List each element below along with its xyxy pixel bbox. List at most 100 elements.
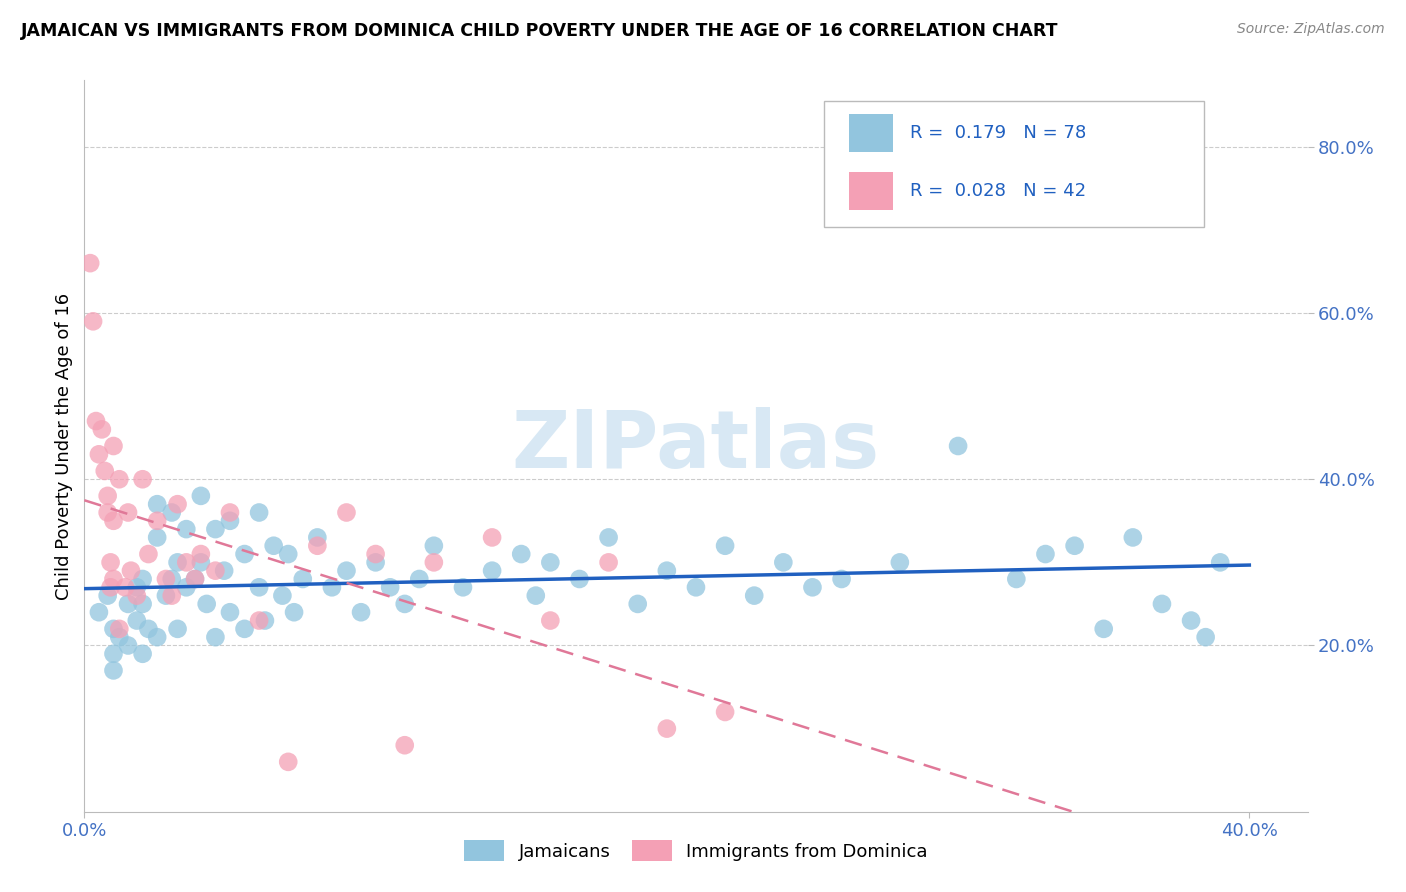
Point <box>321 580 343 594</box>
Point <box>100 580 122 594</box>
Point <box>423 555 446 569</box>
Point <box>190 489 212 503</box>
Point <box>190 547 212 561</box>
Point <box>253 614 276 628</box>
Text: R =  0.028   N = 42: R = 0.028 N = 42 <box>910 183 1087 201</box>
Point <box>125 589 148 603</box>
Point <box>82 314 104 328</box>
Point <box>510 547 533 561</box>
Point <box>108 622 131 636</box>
Point <box>174 555 197 569</box>
Point <box>889 555 911 569</box>
Point <box>271 589 294 603</box>
Point <box>146 630 169 644</box>
Point <box>742 589 765 603</box>
Text: ZIPatlas: ZIPatlas <box>512 407 880 485</box>
Point <box>801 580 824 594</box>
Point <box>146 514 169 528</box>
Point <box>204 522 226 536</box>
Point <box>174 522 197 536</box>
Point <box>1150 597 1173 611</box>
Point <box>247 614 270 628</box>
Point <box>103 622 125 636</box>
Point <box>423 539 446 553</box>
Point <box>350 605 373 619</box>
Point <box>598 530 620 544</box>
Point <box>184 572 207 586</box>
Point <box>93 464 115 478</box>
Point <box>946 439 969 453</box>
Point <box>714 705 737 719</box>
Point <box>1195 630 1218 644</box>
Point <box>1063 539 1085 553</box>
Legend: Jamaicans, Immigrants from Dominica: Jamaicans, Immigrants from Dominica <box>457 833 935 869</box>
Point <box>131 597 153 611</box>
FancyBboxPatch shape <box>849 172 893 211</box>
Point <box>247 506 270 520</box>
Point <box>155 572 177 586</box>
Point <box>84 414 107 428</box>
Text: JAMAICAN VS IMMIGRANTS FROM DOMINICA CHILD POVERTY UNDER THE AGE OF 16 CORRELATI: JAMAICAN VS IMMIGRANTS FROM DOMINICA CHI… <box>21 22 1059 40</box>
Point <box>160 572 183 586</box>
Point <box>538 555 561 569</box>
Point <box>524 589 547 603</box>
Point <box>380 580 402 594</box>
Point <box>155 589 177 603</box>
Point <box>79 256 101 270</box>
Point <box>394 597 416 611</box>
Point <box>1005 572 1028 586</box>
Point <box>655 564 678 578</box>
Point <box>335 564 357 578</box>
Point <box>655 722 678 736</box>
Point <box>283 605 305 619</box>
Point <box>117 597 139 611</box>
Point <box>103 664 125 678</box>
Point <box>125 614 148 628</box>
Point <box>103 439 125 453</box>
Point <box>166 622 188 636</box>
Point <box>146 497 169 511</box>
Point <box>103 514 125 528</box>
Point <box>166 497 188 511</box>
Point <box>714 539 737 553</box>
Point <box>1122 530 1144 544</box>
Text: R =  0.179   N = 78: R = 0.179 N = 78 <box>910 124 1087 142</box>
Point <box>160 506 183 520</box>
Point <box>138 547 160 561</box>
Point <box>219 605 242 619</box>
Point <box>1035 547 1057 561</box>
Text: Source: ZipAtlas.com: Source: ZipAtlas.com <box>1237 22 1385 37</box>
Point <box>307 539 329 553</box>
Point <box>90 422 112 436</box>
Point <box>125 580 148 594</box>
Point <box>174 580 197 594</box>
Point <box>263 539 285 553</box>
Point <box>195 597 218 611</box>
Point <box>103 647 125 661</box>
Point <box>538 614 561 628</box>
Point <box>190 555 212 569</box>
Point <box>138 622 160 636</box>
Point <box>307 530 329 544</box>
Point <box>1209 555 1232 569</box>
Point <box>408 572 430 586</box>
Point <box>831 572 853 586</box>
Point <box>131 572 153 586</box>
Point <box>108 630 131 644</box>
Point <box>87 447 110 461</box>
FancyBboxPatch shape <box>824 101 1204 227</box>
Point <box>247 580 270 594</box>
Point <box>1092 622 1115 636</box>
Point <box>481 530 503 544</box>
Point <box>451 580 474 594</box>
Point <box>364 555 387 569</box>
Point <box>184 572 207 586</box>
Point <box>277 755 299 769</box>
Point <box>233 622 256 636</box>
Point <box>166 555 188 569</box>
Y-axis label: Child Poverty Under the Age of 16: Child Poverty Under the Age of 16 <box>55 293 73 599</box>
Point <box>291 572 314 586</box>
Point <box>97 589 120 603</box>
Point <box>100 555 122 569</box>
Point <box>114 580 136 594</box>
